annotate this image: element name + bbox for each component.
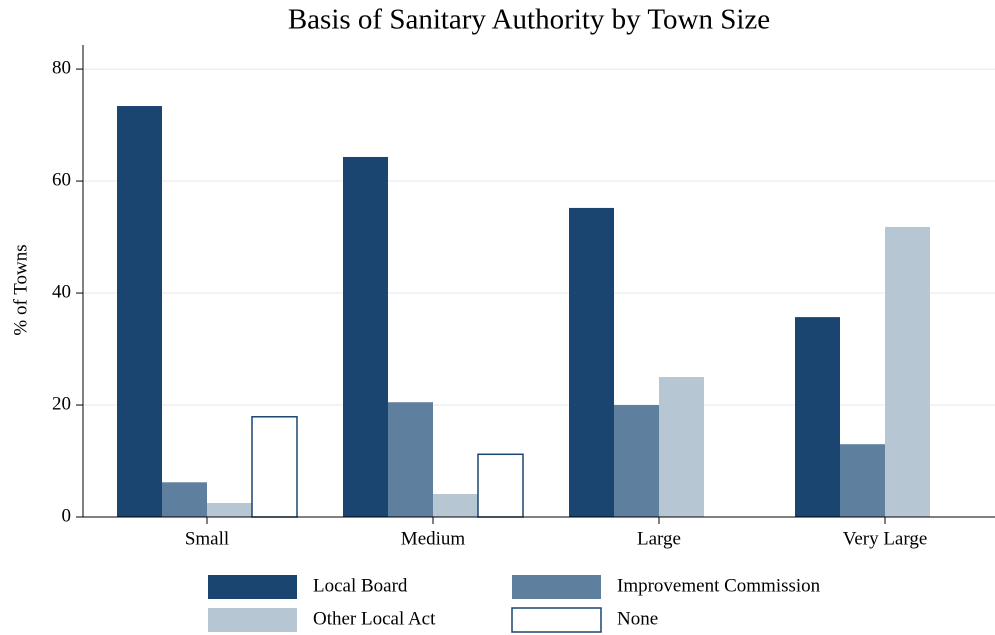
bar — [885, 226, 930, 517]
legend-label: Local Board — [313, 575, 408, 596]
bar — [343, 156, 388, 517]
y-tick-label: 40 — [52, 281, 71, 302]
y-axis-label: % of Towns — [10, 244, 31, 335]
bar — [569, 207, 614, 518]
bar — [433, 494, 478, 517]
bar — [162, 482, 207, 517]
bar — [117, 106, 162, 517]
chart-title: Basis of Sanitary Authority by Town Size — [288, 4, 770, 36]
bar — [477, 453, 524, 518]
legend-swatch — [208, 608, 297, 632]
bar — [840, 444, 885, 517]
bar — [795, 317, 840, 517]
legend-swatch — [512, 575, 601, 599]
legend-swatch — [511, 607, 602, 633]
legend-label: Other Local Act — [313, 608, 436, 629]
y-tick-label: 60 — [52, 169, 71, 190]
bar — [659, 377, 704, 517]
bar — [614, 405, 659, 517]
y-tick-label: 20 — [52, 393, 71, 414]
legend-label: Improvement Commission — [617, 575, 821, 596]
x-tick-label: Large — [637, 528, 681, 549]
x-tick-label: Medium — [401, 528, 466, 549]
y-tick-label: 0 — [62, 505, 72, 526]
legend-swatch — [208, 575, 297, 599]
bar — [251, 416, 298, 518]
x-tick-label: Small — [185, 528, 229, 549]
x-tick-label: Very Large — [843, 528, 928, 549]
bar — [207, 503, 252, 517]
y-tick-label: 80 — [52, 57, 71, 78]
legend-label: None — [617, 608, 658, 629]
bar — [388, 402, 433, 517]
